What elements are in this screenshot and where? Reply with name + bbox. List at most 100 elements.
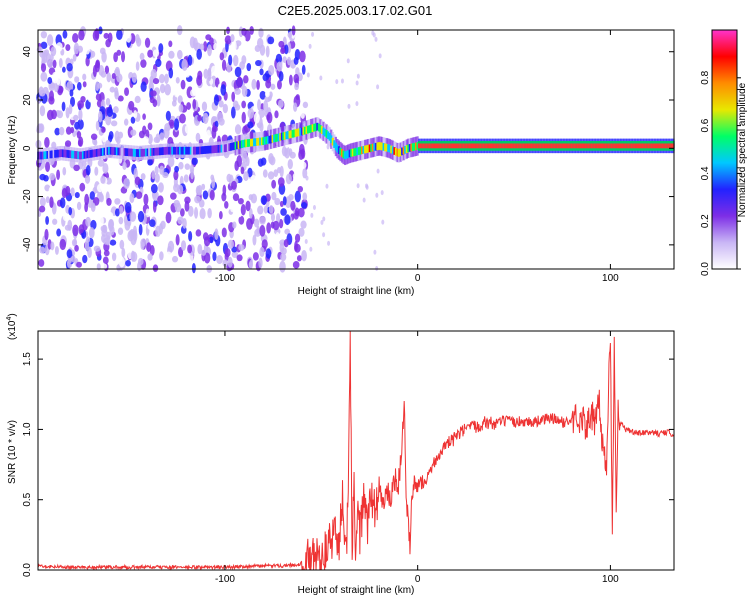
spectrogram-cell (59, 197, 66, 209)
spectrogram-cell (157, 195, 164, 206)
spectrogram-cell (300, 111, 305, 120)
spectrogram-ridge-core (356, 147, 359, 156)
spectrogram-cell (273, 169, 279, 178)
spectrogram-cell (236, 76, 243, 88)
spectrogram-ridge-core (616, 143, 620, 149)
spectrogram-ridge-core (78, 151, 82, 160)
spectrogram-ridge-core (268, 135, 271, 144)
spectrogram-cell (152, 78, 160, 85)
spectrogram-cell (74, 244, 79, 252)
spectrogram-cell (151, 170, 156, 180)
spectrogram-cell (48, 186, 53, 196)
spectrogram-cell (259, 246, 265, 258)
spectrogram-ridge-core (513, 143, 516, 149)
spectrogram-ridge-core (541, 143, 544, 149)
spectrogram-cell (169, 121, 175, 129)
spectrogram-cell (194, 195, 201, 204)
spectrogram-ridge-core (530, 143, 533, 149)
spectrogram-cell (113, 52, 118, 63)
spectrogram-cell (213, 43, 218, 51)
spectrogram-ridge-core (632, 143, 635, 149)
spectrogram-ridge-core (180, 146, 183, 155)
spectrogram-ridge-core (365, 145, 368, 153)
spectrogram-cell (270, 83, 276, 90)
spectrogram-cell (59, 238, 67, 251)
spectrogram-cell (276, 166, 282, 174)
spectrogram-ridge-core (666, 143, 669, 149)
spectrogram-cell (123, 178, 130, 189)
spectrogram-cell (327, 240, 331, 246)
spectrogram-ridge-core (206, 145, 209, 154)
spectrogram-cell (287, 31, 293, 38)
spectrogram-cell (265, 45, 270, 58)
spectrogram-cell (176, 225, 181, 235)
spectrogram-cell (253, 112, 260, 124)
spectrogram-cell (191, 263, 196, 274)
spectrogram-ridge-core (75, 151, 78, 159)
spectrogram-cell (188, 205, 194, 217)
spectrogram-ridge-core (362, 145, 365, 154)
spectrogram-cell (288, 194, 294, 201)
spectrogram-cell (279, 260, 286, 273)
spectrogram-cell (196, 75, 203, 86)
spectrogram-ridge-core (297, 128, 300, 137)
spectrogram-cell (90, 133, 98, 140)
spectrogram-cell (301, 161, 307, 169)
spectrogram-cell (135, 191, 143, 199)
spectrogram-cell (259, 68, 264, 76)
spectrogram-cell (263, 205, 268, 214)
spectrogram-ridge-core (655, 143, 658, 149)
spectrogram-ridge-core (240, 140, 243, 149)
spectrogram-cell (39, 197, 46, 207)
spectrogram-cell (177, 216, 184, 225)
spectrogram-cell (54, 245, 59, 255)
spectrogram-cell (107, 161, 113, 168)
spectrogram-cell (203, 41, 208, 52)
spectrogram-cell (87, 246, 92, 258)
spectrogram-cell (70, 96, 76, 107)
spectrogram-cell (240, 35, 246, 43)
spectrogram-ridge-core (273, 134, 276, 143)
spectrogram-ridge-core (185, 146, 188, 155)
spectrogram-cell (304, 238, 308, 244)
spectrogram-ridge-core (475, 143, 478, 149)
spectrogram-ridge-core (584, 143, 587, 149)
spectrogram-cell (232, 54, 239, 67)
spectrogram-cell (245, 232, 252, 244)
spectrogram-ridge-core (596, 143, 600, 149)
spectrogram-ridge-core (188, 146, 191, 155)
spectrogram-cell (39, 105, 46, 117)
spectrogram-cell (97, 110, 103, 123)
spectrogram-y-ticks: -40 -20 0 20 40 (22, 46, 674, 252)
spectrogram-ridge-core (641, 143, 644, 149)
spectrogram-cell (216, 255, 223, 265)
spectrogram-cell (241, 111, 246, 124)
spectrogram-cell (211, 177, 216, 189)
spectrogram-ridge-core (414, 142, 418, 151)
spectrogram-cell (258, 27, 264, 38)
spectrogram-ridge-core (140, 149, 143, 157)
spectrogram-ridge-core (197, 146, 200, 155)
spectrogram-cell (35, 241, 42, 248)
spectrogram-ridge-core (80, 151, 83, 160)
spectrogram-cell (101, 133, 107, 143)
spectrogram-cell (124, 202, 132, 214)
spectrogram-ridge-core (152, 147, 156, 156)
spectrogram-cell (198, 218, 205, 226)
spectrogram-cell (252, 234, 257, 246)
spectrogram-ridge-core (234, 141, 237, 150)
spectrogram-ridge-core (68, 150, 71, 158)
spectrogram-cell (89, 191, 95, 200)
spectrogram-ridge-core (413, 142, 416, 151)
spectrogram-cell (171, 255, 179, 263)
spectrogram-ridge-core (367, 144, 370, 153)
spectrogram-cell (277, 79, 282, 90)
spectrogram-cell (129, 193, 135, 204)
spectrogram-ridge-core (615, 143, 618, 149)
spectrogram-cell (179, 113, 186, 124)
spectrogram-ridge-core (564, 143, 567, 149)
spectrogram-cell (202, 112, 209, 125)
spectrogram-cell (84, 239, 90, 251)
spectrogram-cell (68, 206, 73, 216)
spectrogram-ridge-core (63, 149, 66, 158)
